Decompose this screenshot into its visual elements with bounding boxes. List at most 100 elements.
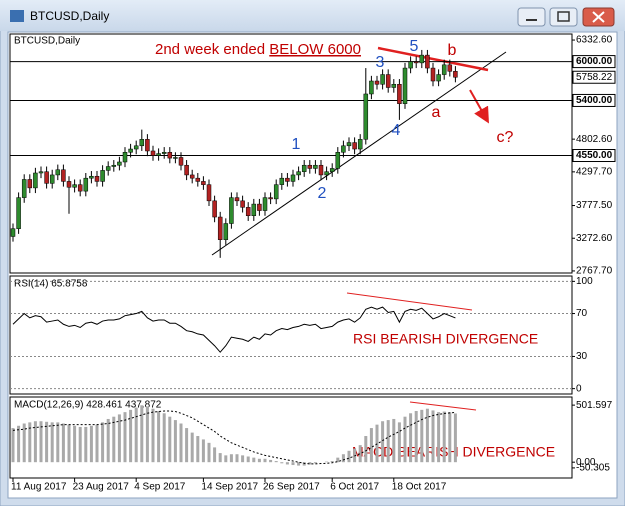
macd-bar <box>112 416 116 463</box>
minimize-button[interactable] <box>517 7 546 27</box>
macd-bar <box>179 423 183 463</box>
panel-title: BTCUSD,Daily <box>14 36 80 47</box>
candle-body <box>385 74 391 88</box>
macd-bar <box>425 408 429 463</box>
candle-body <box>380 74 385 85</box>
candle-body <box>436 74 441 82</box>
macd-bar <box>274 461 278 463</box>
y-tick-label: 4802.60 <box>576 134 613 145</box>
candle-body <box>21 179 27 198</box>
candle-body <box>223 223 229 240</box>
level-box <box>572 55 616 69</box>
candle-body <box>105 166 111 171</box>
level-box <box>572 93 616 107</box>
candle-body <box>66 181 72 188</box>
macd-bar <box>308 462 312 465</box>
candle-body <box>234 197 240 202</box>
macd-bar <box>431 410 435 463</box>
candle-body <box>61 169 66 182</box>
y-tick-label: 100 <box>576 276 593 287</box>
macd-bar <box>353 448 357 463</box>
candle-body <box>128 148 133 153</box>
macd-bar <box>453 413 457 463</box>
candle-body <box>425 54 430 69</box>
macd-bar <box>364 436 368 463</box>
x-tick-label: 11 Aug 2017 <box>11 482 67 493</box>
macd-bar <box>224 455 228 463</box>
candle-body <box>10 228 16 237</box>
candle-body <box>285 177 290 182</box>
candle-body <box>279 177 285 185</box>
x-tick-label: 6 Oct 2017 <box>330 482 379 493</box>
wave-label: c? <box>497 129 514 146</box>
macd-bar <box>325 461 329 463</box>
macd-bar <box>157 410 161 463</box>
wave-label: 3 <box>376 54 385 71</box>
candle-body <box>150 150 156 156</box>
macd-bar <box>235 454 239 463</box>
candle-body <box>324 171 329 176</box>
candle-body <box>357 139 363 150</box>
app-icon <box>10 10 24 22</box>
annotation: 2nd week ended BELOW 6000 <box>155 41 361 58</box>
candle-body <box>413 61 419 64</box>
last-price-label: 5758.22 <box>576 72 613 83</box>
candle-body <box>313 164 318 169</box>
macd-bar <box>392 418 396 463</box>
candle-body <box>453 71 458 78</box>
y-tick-label: 30 <box>576 351 588 362</box>
level-label: 6000.00 <box>576 56 613 67</box>
candle-body <box>307 164 313 169</box>
candle-body <box>145 139 150 152</box>
candle-body <box>240 200 245 208</box>
macd-bar <box>168 416 172 463</box>
macd-bar <box>229 454 233 463</box>
drawings <box>211 46 507 411</box>
wave-label: 4 <box>392 122 401 139</box>
level-label: 4550.00 <box>576 150 613 161</box>
macd-bar <box>330 461 334 463</box>
macd-bar <box>84 426 88 463</box>
y-tick-label: 0 <box>576 383 582 394</box>
candle-body <box>184 164 189 176</box>
candle-body <box>122 152 128 163</box>
y-tick-label: 2767.70 <box>576 266 613 277</box>
candle-body <box>447 64 453 72</box>
candle-body <box>139 139 145 147</box>
candle-body <box>441 64 447 75</box>
price-panel <box>9 33 573 274</box>
macd-bar <box>151 408 155 463</box>
rsi-line <box>12 306 456 353</box>
candle-body <box>38 171 44 174</box>
macd-bar <box>302 462 306 466</box>
candle-body <box>44 171 49 184</box>
candle-body <box>369 80 374 95</box>
macd-bar <box>145 406 149 463</box>
candle-body <box>212 200 217 218</box>
macd-bar <box>241 455 245 463</box>
macd-bar <box>252 457 256 463</box>
candle-body <box>341 145 346 153</box>
candle-body <box>83 177 89 192</box>
macd-annotation: MACD BEARISH DIVERGENCE <box>352 444 555 460</box>
macd-bar <box>409 413 413 463</box>
macd-bar <box>201 439 205 463</box>
rsi-annotation: RSI BEARISH DIVERGENCE <box>353 331 538 347</box>
macd-bar <box>257 458 261 463</box>
macd-bar <box>56 422 60 463</box>
macd-bar <box>123 412 127 463</box>
maximize-button[interactable] <box>549 7 578 27</box>
candle-body <box>245 207 251 216</box>
candle-body <box>262 197 268 211</box>
macd-bar <box>414 410 418 463</box>
x-tick-label: 23 Aug 2017 <box>73 482 130 493</box>
candle-body <box>89 175 94 179</box>
level-label: 5400.00 <box>576 95 613 106</box>
macd-bar <box>358 445 362 463</box>
macd-bar <box>369 428 373 463</box>
y-tick-label: 3777.50 <box>576 200 613 211</box>
macd-bar <box>280 462 284 464</box>
candle-body <box>195 177 201 182</box>
panel-title: RSI(14) 65.8758 <box>14 279 88 290</box>
